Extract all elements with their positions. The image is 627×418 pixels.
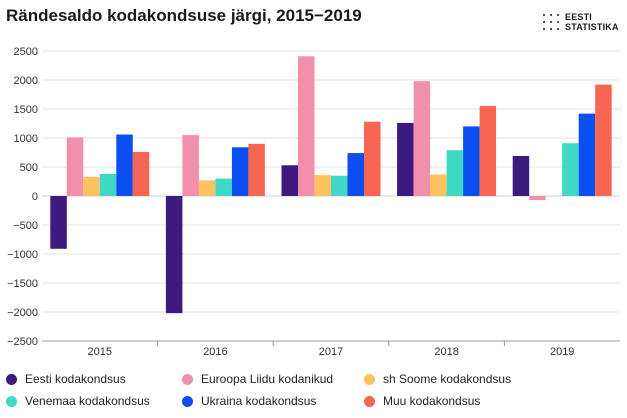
bar bbox=[298, 56, 315, 196]
bar bbox=[116, 134, 133, 196]
logo-text: EESTI STATISTIKA bbox=[565, 12, 619, 32]
bar bbox=[463, 126, 480, 196]
legend-swatch bbox=[6, 373, 17, 385]
y-tick-label: 500 bbox=[20, 162, 38, 174]
y-tick-label: −2500 bbox=[7, 336, 38, 348]
y-tick-label: −500 bbox=[13, 220, 38, 232]
legend-label: Ukraina kodakondsus bbox=[201, 394, 317, 408]
legend-label: sh Soome kodakondsus bbox=[383, 372, 512, 386]
logo-line-1: EESTI bbox=[565, 12, 593, 22]
legend-item: Ukraina kodakondsus bbox=[182, 394, 316, 408]
bar bbox=[99, 173, 117, 196]
bar bbox=[83, 176, 100, 196]
legend-item: Muu kodakondsus bbox=[364, 394, 480, 408]
legend-swatch bbox=[182, 373, 193, 385]
bar bbox=[165, 196, 183, 314]
bar bbox=[231, 147, 249, 196]
x-tick-label: 2018 bbox=[434, 346, 458, 358]
bar bbox=[512, 155, 530, 196]
bar bbox=[479, 106, 497, 196]
bar bbox=[562, 143, 579, 196]
legend-item: sh Soome kodakondsus bbox=[364, 372, 511, 386]
chart-title: Rändesaldo kodakondsuse järgi, 2015−2019 bbox=[6, 6, 362, 25]
x-tick-label: 2016 bbox=[203, 346, 227, 358]
eesti-statistika-logo: EESTI STATISTIKA bbox=[542, 12, 622, 32]
bar bbox=[446, 150, 464, 196]
y-tick-label: 0 bbox=[32, 191, 38, 203]
y-tick-label: −1000 bbox=[7, 249, 38, 261]
legend-label: Venemaa kodakondsus bbox=[25, 394, 150, 408]
bar bbox=[66, 137, 84, 196]
y-tick-label: 1500 bbox=[14, 104, 38, 116]
legend-item: Eesti kodakondsus bbox=[6, 372, 126, 386]
legend-swatch bbox=[6, 395, 17, 407]
bar bbox=[182, 135, 199, 196]
bar bbox=[248, 143, 265, 196]
y-tick-label: −1500 bbox=[7, 278, 38, 290]
bar bbox=[397, 122, 414, 196]
bar bbox=[413, 81, 431, 196]
bar bbox=[132, 151, 150, 196]
y-tick-label: 2000 bbox=[14, 75, 38, 87]
x-tick-label: 2017 bbox=[319, 346, 343, 358]
legend-label: Eesti kodakondsus bbox=[25, 372, 126, 386]
bar bbox=[281, 165, 298, 196]
bar bbox=[50, 196, 67, 249]
bar bbox=[364, 121, 381, 196]
bar bbox=[347, 153, 364, 196]
bar bbox=[529, 196, 546, 201]
bar bbox=[595, 84, 612, 196]
legend-label: Euroopa Liidu kodanikud bbox=[201, 372, 334, 386]
legend-item: Euroopa Liidu kodanikud bbox=[182, 372, 333, 386]
legend-swatch bbox=[364, 373, 375, 385]
legend-item: Venemaa kodakondsus bbox=[6, 394, 150, 408]
y-tick-label: −2000 bbox=[7, 307, 38, 319]
bar bbox=[314, 175, 331, 196]
x-tick-label: 2015 bbox=[88, 346, 112, 358]
legend-swatch bbox=[364, 395, 375, 407]
bar bbox=[331, 175, 348, 196]
logo-line-2: STATISTIKA bbox=[565, 22, 619, 32]
x-tick-label: 2019 bbox=[550, 346, 574, 358]
legend-swatch bbox=[182, 395, 193, 407]
y-tick-label: 1000 bbox=[14, 133, 38, 145]
bar bbox=[578, 113, 596, 196]
bar bbox=[198, 180, 216, 196]
logo-dots-icon bbox=[543, 14, 559, 30]
y-tick-label: 2500 bbox=[14, 46, 38, 58]
bar bbox=[215, 178, 232, 196]
legend-label: Muu kodakondsus bbox=[383, 394, 481, 408]
bar bbox=[430, 174, 447, 196]
